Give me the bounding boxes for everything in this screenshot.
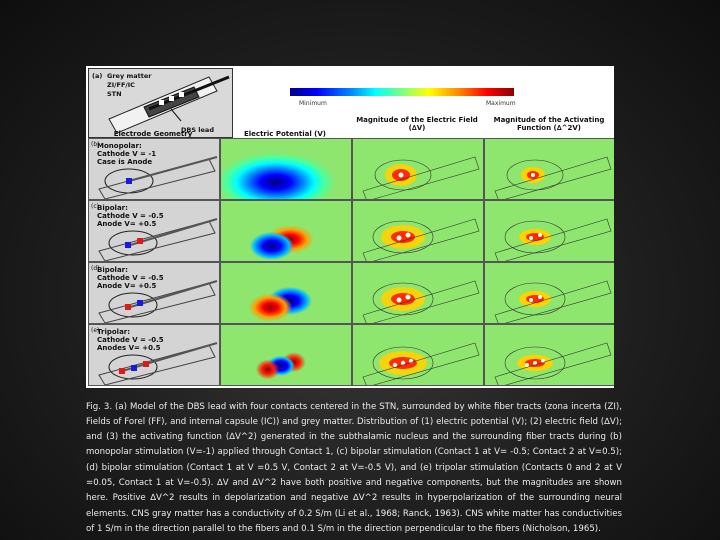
electrode-sketch bbox=[98, 342, 218, 385]
geometry-text: Tripolar: Cathode V = -0.5 Anodes V= +0.… bbox=[97, 328, 164, 352]
colorbar-min-label: Minimum bbox=[299, 100, 327, 107]
potential-map bbox=[220, 262, 352, 324]
geometry-title: Bipolar: bbox=[97, 204, 128, 212]
label-grey-matter: Grey matter bbox=[107, 72, 152, 80]
dbs-figure: (a) Grey matter ZI/FF/IC STN DBS lead Mi… bbox=[86, 66, 614, 388]
column-header-geometry: Electrode Geometry bbox=[113, 130, 193, 138]
panel-a-tag: (a) bbox=[92, 72, 103, 80]
electrode-sketch bbox=[98, 156, 218, 199]
field-lines bbox=[362, 218, 480, 261]
colorbar bbox=[290, 88, 514, 96]
column-header-potential: Electric Potential (V) bbox=[243, 130, 326, 138]
activation-lines bbox=[494, 280, 612, 323]
potential-map bbox=[220, 138, 352, 200]
potential-map bbox=[220, 200, 352, 262]
geometry-cathode: Cathode V = -0.5 bbox=[97, 336, 164, 344]
geometry-cathode: Cathode V = -1 bbox=[97, 150, 157, 158]
panel-a-model: (a) Grey matter ZI/FF/IC STN DBS lead bbox=[88, 68, 233, 138]
geometry-title: Monopolar: bbox=[97, 142, 142, 150]
geometry-text: Monopolar: Cathode V = -1 Case is Anode bbox=[97, 142, 156, 166]
geometry-cell: (d) Bipolar: Cathode V = -0.5 Anode V= +… bbox=[88, 262, 220, 324]
dbs-lead-diagram bbox=[108, 75, 230, 134]
geometry-cell: (e) Tripolar: Cathode V = -0.5 Anodes V=… bbox=[88, 324, 220, 386]
geometry-title: Bipolar: bbox=[97, 266, 128, 274]
electric-field-map bbox=[352, 324, 484, 386]
row-tag: (c) bbox=[91, 203, 99, 210]
activating-function-map bbox=[484, 262, 614, 324]
geometry-anode: Anode V= +0.5 bbox=[97, 220, 157, 228]
geometry-anode: Anode V= +0.5 bbox=[97, 282, 157, 290]
geometry-cathode: Cathode V = -0.5 bbox=[97, 274, 164, 282]
geometry-anode: Case is Anode bbox=[97, 158, 153, 166]
activating-function-map bbox=[484, 324, 614, 386]
electric-field-map bbox=[352, 262, 484, 324]
potential-map bbox=[220, 324, 352, 386]
geometry-title: Tripolar: bbox=[97, 328, 131, 336]
electrode-sketch bbox=[98, 280, 218, 323]
label-dbs-lead: DBS lead bbox=[181, 126, 214, 134]
geometry-text: Bipolar: Cathode V = -0.5 Anode V= +0.5 bbox=[97, 204, 164, 228]
figure-row-c: (c) Bipolar: Cathode V = -0.5 Anode V= +… bbox=[86, 200, 614, 262]
field-lines bbox=[362, 280, 480, 323]
column-header-electric-field: Magnitude of the Electric Field (∆V) bbox=[356, 116, 478, 132]
activating-function-map bbox=[484, 138, 614, 200]
electric-field-map bbox=[352, 200, 484, 262]
row-tag: (d) bbox=[91, 265, 100, 272]
figure-row-b: (b) Monopolar: Cathode V = -1 Case is An… bbox=[86, 138, 614, 200]
electrode-sketch bbox=[98, 218, 218, 261]
figure-row-e: (e) Tripolar: Cathode V = -0.5 Anodes V=… bbox=[86, 324, 614, 386]
field-lines bbox=[362, 156, 480, 199]
electric-field-map bbox=[352, 138, 484, 200]
activation-lines bbox=[494, 218, 612, 261]
label-zi-ff-ic: ZI/FF/IC bbox=[107, 81, 135, 89]
figure-row-d: (d) Bipolar: Cathode V = -0.5 Anode V= +… bbox=[86, 262, 614, 324]
activation-lines bbox=[494, 156, 612, 199]
geometry-cell: (b) Monopolar: Cathode V = -1 Case is An… bbox=[88, 138, 220, 200]
field-lines bbox=[362, 342, 480, 385]
geometry-text: Bipolar: Cathode V = -0.5 Anode V= +0.5 bbox=[97, 266, 164, 290]
figure-header: (a) Grey matter ZI/FF/IC STN DBS lead Mi… bbox=[86, 66, 614, 138]
column-header-activating-function: Magnitude of the Activating Function (∆^… bbox=[493, 116, 605, 132]
geometry-cathode: Cathode V = -0.5 bbox=[97, 212, 164, 220]
geometry-anode: Anodes V= +0.5 bbox=[97, 344, 161, 352]
figure-caption: Fig. 3. (a) Model of the DBS lead with f… bbox=[86, 401, 622, 534]
activation-lines bbox=[494, 342, 612, 385]
activating-function-map bbox=[484, 200, 614, 262]
row-tag: (e) bbox=[91, 327, 100, 334]
colorbar-max-label: Maximum bbox=[486, 100, 516, 107]
label-stn: STN bbox=[107, 90, 122, 98]
row-tag: (b) bbox=[91, 141, 100, 148]
geometry-cell: (c) Bipolar: Cathode V = -0.5 Anode V= +… bbox=[88, 200, 220, 262]
